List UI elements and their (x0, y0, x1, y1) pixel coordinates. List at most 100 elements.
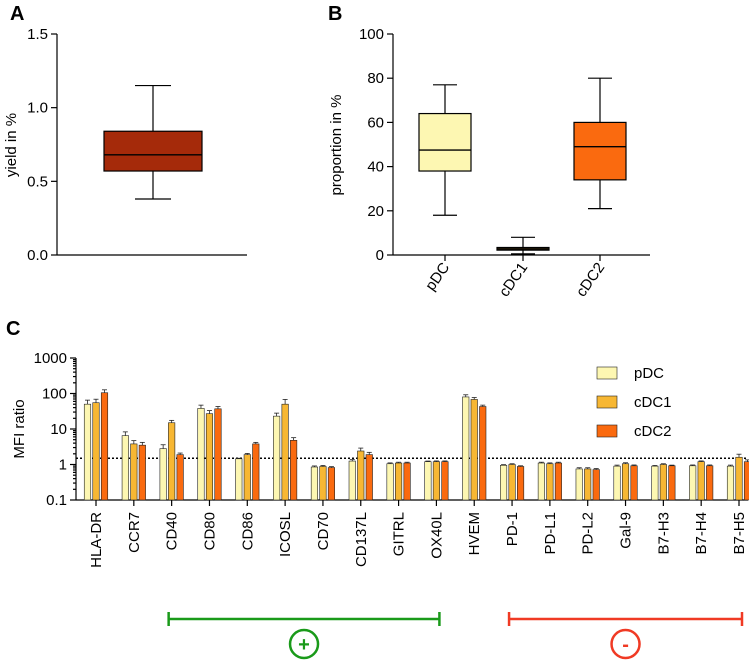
panel-c-x-tick-label-CD137L: CD137L (353, 512, 370, 567)
panel-a-box-yield (103, 130, 203, 172)
panel-c-x-tick-label-CCR7: CCR7 (126, 512, 143, 553)
panel-c-bar-cDC1-B7-H4 (697, 461, 705, 501)
panel-c-legend-label-pDC: pDC (634, 365, 664, 382)
panel-c-bar-cDC2-ICOSL (290, 440, 298, 501)
panel-c-bar-cDC1-ICOSL (281, 403, 289, 501)
panel-c-legend-swatch-pDC (596, 366, 618, 380)
panel-c-bar-cDC2-B7-H4 (706, 465, 714, 501)
panel-c-bar-cDC1-PD-L2 (584, 468, 592, 501)
panel-c-bar-cDC1-CD137L (357, 450, 365, 501)
panel-c-bar-cDC2-CCR7 (138, 444, 146, 501)
panel-b-y-label: proportion in % (328, 95, 345, 196)
panel-c-y-tick-label: 100 (42, 386, 67, 403)
panel-c-bar-cDC1-Gal-9 (621, 463, 630, 501)
panel-c-chart: MFI ratio 0.1 1 10 100 1000 HLA-DR CCR7 CD40 CD8… (11, 350, 749, 660)
panel-c-bar-pDC-Gal-9 (613, 465, 621, 501)
panel-c-bar-cDC2-CD70 (327, 467, 335, 501)
panel-c-x-tick-label-PD-L1: PD-L1 (542, 512, 559, 555)
panel-c-legend-label-cDC1: cDC1 (634, 394, 672, 411)
panel-c-bar-cDC1-OX40L (432, 461, 440, 501)
panel-c-x-tick-label-OX40L: OX40L (428, 512, 445, 559)
panel-c-bar-cDC1-HVEM (470, 399, 478, 501)
panel-c-bar-cDC2-PD-L1 (554, 462, 562, 501)
panel-c-bar-pDC-B7-H5 (726, 465, 735, 501)
panel-c-bar-cDC1-B7-H3 (659, 464, 667, 501)
panel-c-x-tick-label-CD40: CD40 (164, 512, 181, 550)
panel-label-a: A (10, 3, 24, 25)
panel-c-bar-pDC-CCR7 (121, 435, 129, 501)
panel-c-bar-pDC-CD70 (310, 466, 318, 501)
panel-c-bar-cDC2-CD80 (214, 408, 222, 501)
panel-c-legend-swatch-cDC1 (596, 395, 618, 409)
panel-c-x-tick-label-B7-H5: B7-H5 (731, 512, 748, 555)
panel-c-bar-pDC-HLA-DR (83, 403, 92, 501)
panel-c-x-tick-label-B7-H3: B7-H3 (655, 512, 672, 555)
panel-c-bar-cDC1-B7-H5 (735, 456, 743, 501)
panel-c-y-tick-label: 1 (59, 457, 67, 474)
panel-c-bar-cDC2-GITRL (403, 462, 411, 501)
panel-c-group-label: + (298, 634, 310, 656)
panel-c-bar-pDC-CD80 (197, 408, 205, 501)
panel-c-bar-pDC-PD-1 (500, 464, 508, 501)
panel-c-bar-pDC-CD137L (348, 460, 356, 501)
panel-c-bar-pDC-B7-H3 (651, 465, 659, 501)
panel-c-x-tick-label-CD80: CD80 (201, 512, 218, 550)
panel-c-bar-pDC-HVEM (462, 396, 470, 501)
panel-c-x-tick-label-Gal-9: Gal-9 (618, 512, 635, 549)
panel-c-bar-cDC2-PD-L2 (592, 469, 600, 501)
panel-b-y-tick-label: 0 (376, 247, 384, 264)
panel-c-bar-cDC1-CD86 (243, 454, 251, 501)
panel-c-bar-cDC1-CD70 (319, 466, 327, 501)
panel-c-x-tick-label-CD86: CD86 (239, 512, 256, 550)
panel-c-bar-pDC-CD40 (159, 448, 167, 501)
panel-c-bar-pDC-GITRL (386, 463, 394, 501)
panel-c-bar-cDC1-CD40 (168, 422, 176, 501)
panel-c-x-tick-label-PD-1: PD-1 (504, 512, 521, 546)
panel-c-x-tick-label-ICOSL: ICOSL (277, 512, 294, 557)
panel-c-bar-cDC2-B7-H3 (668, 465, 676, 501)
panel-c-bar-cDC2-OX40L (441, 461, 449, 501)
panel-b-y-tick-label: 40 (367, 159, 384, 176)
panel-c-x-tick-label-HVEM: HVEM (466, 512, 483, 555)
panel-c-bar-pDC-OX40L (424, 461, 432, 501)
panel-c-bar-pDC-CD86 (235, 458, 243, 501)
panel-a-y-label: yield in % (3, 113, 20, 177)
panel-c-group-circle (610, 628, 641, 660)
panel-c-y-tick-label: 1000 (34, 350, 67, 367)
panel-b-y-tick-label: 80 (367, 70, 384, 87)
panel-c-x-tick-label-PD-L2: PD-L2 (580, 512, 597, 555)
panel-a-chart: yield in % 0.0 0.5 1.0 1.5 (3, 26, 247, 264)
panel-c-x-tick-label-B7-H4: B7-H4 (693, 512, 710, 555)
panel-c-bar-cDC2-HLA-DR (100, 392, 109, 501)
panel-b-x-tick-label: cDC2 (573, 260, 608, 300)
panel-c-y-tick-label: 0.1 (46, 492, 67, 509)
panel-c-x-tick-label-CD70: CD70 (315, 512, 332, 550)
panel-c-bar-cDC2-Gal-9 (630, 465, 638, 501)
panel-c-x-tick-label-GITRL: GITRL (391, 512, 408, 556)
panel-c-bar-cDC2-B7-H5 (743, 461, 749, 501)
panel-b-y-tick-label: 100 (359, 26, 384, 43)
panel-b-box-cDC2 (573, 121, 627, 181)
panel-c-legend-label-cDC2: cDC2 (634, 423, 672, 440)
panel-b-y-tick-label: 60 (367, 114, 384, 131)
panel-c-bar-pDC-ICOSL (273, 415, 281, 501)
panel-c-bar-cDC2-CD40 (176, 454, 184, 501)
panel-a-y-tick-label: 1.0 (27, 100, 48, 117)
panel-a-y-tick-label: 0.5 (27, 173, 48, 190)
panel-c-bar-cDC2-CD86 (252, 443, 260, 501)
panel-c-bar-cDC2-HVEM (479, 406, 487, 501)
panel-a-y-tick-label: 0.0 (27, 247, 48, 264)
panel-c-bar-cDC1-CD80 (205, 413, 214, 501)
panel-c-y-tick-label: 10 (50, 421, 67, 438)
panel-c-y-label: MFI ratio (11, 399, 28, 458)
panel-label-c: C (6, 318, 20, 340)
panel-c-bar-cDC2-PD-1 (517, 466, 525, 501)
panel-c-group-label: - (622, 634, 629, 656)
panel-a-y-tick-label: 1.5 (27, 26, 48, 43)
panel-c-x-tick-label-HLA-DR: HLA-DR (88, 512, 105, 568)
panel-b-box-pDC (418, 112, 472, 172)
panel-c-bar-pDC-PD-L2 (575, 468, 583, 501)
panel-c-bar-cDC1-CCR7 (130, 443, 138, 501)
panel-c-bar-pDC-B7-H4 (689, 465, 697, 501)
